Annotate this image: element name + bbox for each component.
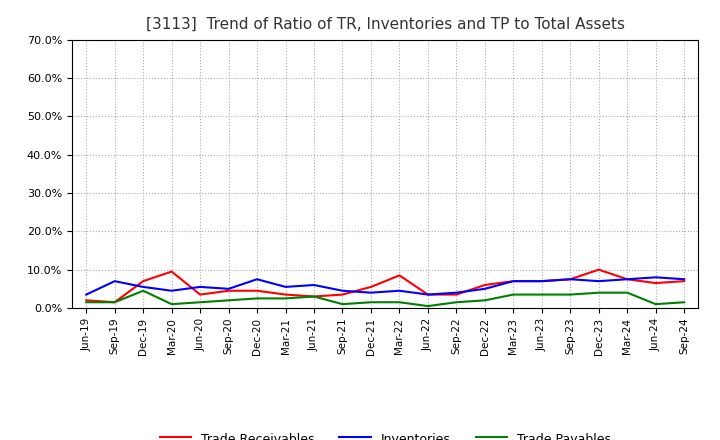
Trade Payables: [366, 300, 375, 305]
Inventories: [282, 284, 290, 290]
Trade Payables: [652, 301, 660, 307]
Trade Payables: [480, 298, 489, 303]
Inventories: [366, 290, 375, 295]
Inventories: [310, 282, 318, 288]
Trade Receivables: [423, 292, 432, 297]
Trade Payables: [680, 300, 688, 305]
Trade Payables: [167, 301, 176, 307]
Trade Payables: [82, 300, 91, 305]
Trade Receivables: [595, 267, 603, 272]
Trade Payables: [110, 300, 119, 305]
Trade Payables: [310, 294, 318, 299]
Inventories: [395, 288, 404, 293]
Trade Payables: [566, 292, 575, 297]
Trade Receivables: [566, 277, 575, 282]
Inventories: [253, 277, 261, 282]
Trade Payables: [338, 301, 347, 307]
Trade Payables: [623, 290, 631, 295]
Inventories: [423, 292, 432, 297]
Inventories: [167, 288, 176, 293]
Trade Receivables: [282, 292, 290, 297]
Trade Receivables: [480, 282, 489, 288]
Trade Receivables: [110, 300, 119, 305]
Trade Receivables: [509, 279, 518, 284]
Inventories: [680, 277, 688, 282]
Trade Payables: [595, 290, 603, 295]
Inventories: [509, 279, 518, 284]
Inventories: [110, 279, 119, 284]
Trade Payables: [509, 292, 518, 297]
Trade Payables: [395, 300, 404, 305]
Trade Payables: [537, 292, 546, 297]
Inventories: [225, 286, 233, 291]
Trade Payables: [139, 288, 148, 293]
Inventories: [196, 284, 204, 290]
Inventories: [480, 286, 489, 291]
Inventories: [537, 279, 546, 284]
Trade Receivables: [196, 292, 204, 297]
Trade Payables: [282, 296, 290, 301]
Inventories: [595, 279, 603, 284]
Trade Receivables: [82, 298, 91, 303]
Inventories: [452, 290, 461, 295]
Trade Receivables: [253, 288, 261, 293]
Inventories: [82, 292, 91, 297]
Inventories: [139, 284, 148, 290]
Trade Receivables: [395, 273, 404, 278]
Line: Inventories: Inventories: [86, 277, 684, 295]
Trade Receivables: [623, 277, 631, 282]
Inventories: [652, 275, 660, 280]
Trade Receivables: [366, 284, 375, 290]
Trade Receivables: [338, 292, 347, 297]
Trade Payables: [225, 298, 233, 303]
Trade Payables: [423, 304, 432, 309]
Trade Receivables: [680, 279, 688, 284]
Trade Receivables: [652, 280, 660, 286]
Title: [3113]  Trend of Ratio of TR, Inventories and TP to Total Assets: [3113] Trend of Ratio of TR, Inventories…: [145, 16, 625, 32]
Trade Receivables: [537, 279, 546, 284]
Legend: Trade Receivables, Inventories, Trade Payables: Trade Receivables, Inventories, Trade Pa…: [155, 427, 616, 440]
Trade Receivables: [310, 294, 318, 299]
Inventories: [338, 288, 347, 293]
Trade Receivables: [225, 288, 233, 293]
Trade Payables: [253, 296, 261, 301]
Trade Payables: [196, 300, 204, 305]
Line: Trade Payables: Trade Payables: [86, 291, 684, 306]
Trade Receivables: [139, 279, 148, 284]
Trade Receivables: [167, 269, 176, 274]
Inventories: [566, 277, 575, 282]
Inventories: [623, 277, 631, 282]
Line: Trade Receivables: Trade Receivables: [86, 270, 684, 302]
Trade Receivables: [452, 292, 461, 297]
Trade Payables: [452, 300, 461, 305]
